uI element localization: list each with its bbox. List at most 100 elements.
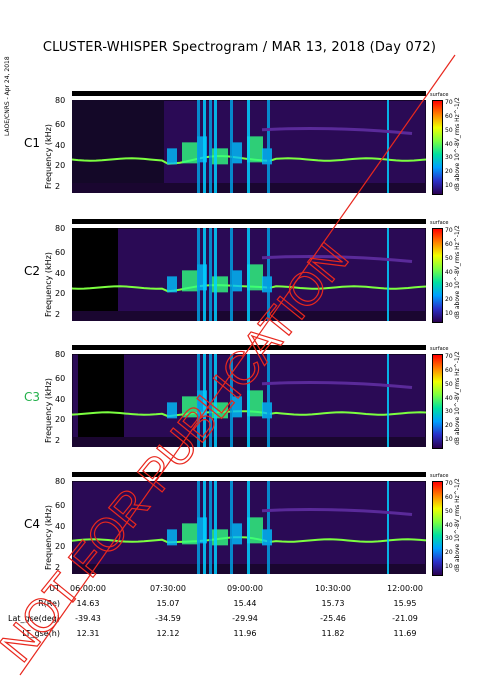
table-row-label: UT [49,584,60,593]
colorbar-tick-label: 60 [445,493,453,501]
colorbar-tick-label: 50 [445,507,453,515]
spacecraft-coverage-bar [72,91,426,96]
table-cell: 14.63 [76,599,100,608]
y-tick-label: 60 [55,501,66,511]
y-tick-label: 40 [55,268,66,278]
colorbar-tick-label: 40 [445,268,453,276]
y-tick-label: 2 [55,436,61,445]
spectrogram-plot [72,100,426,193]
y-tick-label: 20 [55,414,66,424]
panel-label: C3 [24,390,41,404]
panel-label: C4 [24,517,41,531]
colorbar-tick-label: 10 [445,436,453,443]
y-tick-label: 20 [55,541,66,551]
y-tick-label: 40 [55,394,66,404]
colorbar-tick-label: 20 [445,168,453,176]
y-axis-label: Frequency (kHz) [44,378,53,443]
spacecraft-coverage-bar [72,345,426,350]
colorbar-label: dB above 10^-8V_rms Hz^-1/2 [454,351,461,445]
colorbar-tick-label: 30 [445,408,453,416]
colorbar [432,228,443,323]
y-tick-label: 2 [55,182,61,191]
panel-label: C1 [24,136,41,150]
y-tick-label: 80 [55,224,66,233]
colorbar-top-label: surface [430,220,449,226]
table-cell: 09:00:00 [227,584,263,593]
y-tick-label: 40 [55,140,66,150]
colorbar-tick-label: 30 [445,282,453,290]
panel-label: C2 [24,264,41,278]
y-axis-label: Frequency (kHz) [44,252,53,317]
colorbar-top-label: surface [430,92,449,98]
table-cell: 12.12 [156,629,180,638]
table-row-label: LT_gse(h) [22,629,60,638]
table-cell: 11.69 [393,629,417,638]
table-cell: 15.07 [156,599,180,608]
colorbar-tick-label: 40 [445,394,453,402]
y-tick-label: 2 [55,310,61,319]
colorbar-label: dB above 10^-8V_rms Hz^-1/2 [454,478,461,572]
colorbar-tick-label: 30 [445,535,453,543]
y-tick-label: 2 [55,563,61,572]
y-tick-label: 80 [55,477,66,486]
table-cell: 12.31 [76,629,100,638]
table-cell: 10:30:00 [315,584,351,593]
spectrogram-plot [72,354,426,447]
colorbar [432,481,443,576]
colorbar-tick-label: 60 [445,240,453,248]
colorbar-tick-label: 40 [445,140,453,148]
y-axis-label: Frequency (kHz) [44,505,53,570]
colorbar-label: dB above 10^-8V_rms Hz^-1/2 [454,225,461,319]
y-tick-label: 80 [55,96,66,105]
colorbar-tick-label: 20 [445,296,453,304]
colorbar-tick-label: 70 [445,353,453,360]
colorbar-tick-label: 50 [445,126,453,134]
colorbar-tick-label: 10 [445,310,453,317]
colorbar-top-label: surface [430,346,449,352]
spectrogram-plot [72,228,426,321]
table-cell: -25.46 [320,614,346,623]
table-row-label: Lat_gse(deg) [8,614,60,623]
side-note: LAOE/CNRS - Apr 24, 2018 [4,56,18,266]
colorbar-tick-label: 70 [445,480,453,487]
table-row-label: R(Re) [38,599,60,608]
colorbar-tick-label: 20 [445,422,453,430]
spacecraft-coverage-bar [72,472,426,477]
table-cell: 11.96 [233,629,257,638]
colorbar [432,354,443,449]
y-tick-label: 60 [55,248,66,258]
spectrogram-plot [72,481,426,574]
y-tick-label: 80 [55,350,66,359]
colorbar-tick-label: 60 [445,366,453,374]
colorbar-label: dB above 10^-8V_rms Hz^-1/2 [454,97,461,191]
colorbar [432,100,443,195]
table-cell: 12:00:00 [387,584,423,593]
colorbar-tick-label: 20 [445,549,453,557]
y-tick-label: 40 [55,521,66,531]
colorbar-top-label: surface [430,473,449,479]
table-cell: 15.95 [393,599,417,608]
y-tick-label: 60 [55,374,66,384]
page-title: CLUSTER-WHISPER Spectrogram / MAR 13, 20… [42,40,437,55]
table-cell: -39.43 [75,614,101,623]
colorbar-tick-label: 50 [445,380,453,388]
colorbar-tick-label: 10 [445,182,453,189]
y-tick-label: 20 [55,160,66,170]
y-axis-label: Frequency (kHz) [44,124,53,189]
colorbar-tick-label: 70 [445,227,453,234]
side-note-text: LAOE/CNRS - Apr 24, 2018 [4,56,11,136]
y-tick-label: 20 [55,288,66,298]
table-cell: -34.59 [155,614,181,623]
y-tick-label: 60 [55,120,66,130]
colorbar-tick-label: 30 [445,154,453,162]
table-cell: 15.44 [233,599,257,608]
table-cell: -21.09 [392,614,418,623]
spacecraft-coverage-bar [72,219,426,224]
table-cell: 07:30:00 [150,584,186,593]
table-cell: 06:00:00 [70,584,106,593]
table-cell: 15.73 [321,599,345,608]
colorbar-tick-label: 70 [445,99,453,106]
colorbar-tick-label: 50 [445,254,453,262]
colorbar-tick-label: 10 [445,563,453,570]
table-cell: -29.94 [232,614,258,623]
